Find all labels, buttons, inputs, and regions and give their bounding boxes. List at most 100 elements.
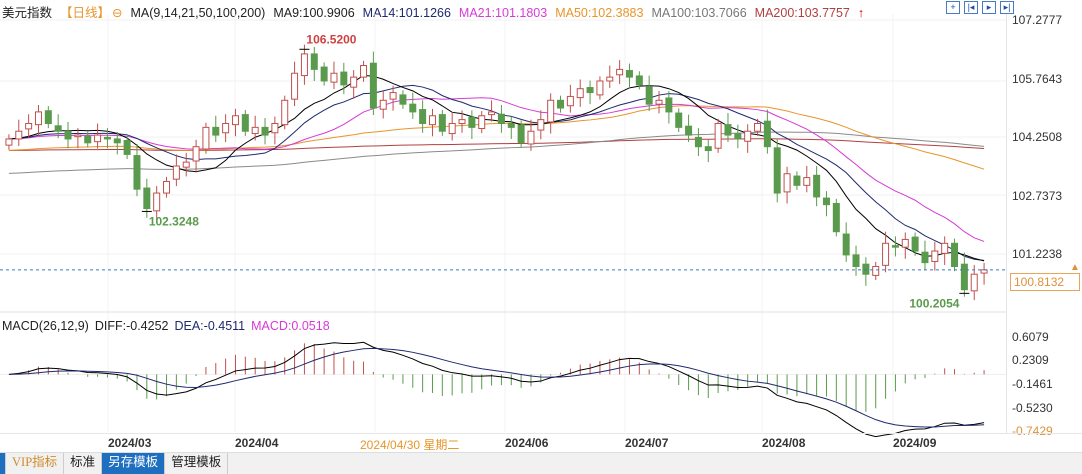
chart-header: 美元指数 【日线】 ⊖ MA(9,14,21,50,100,200) MA9:100.9… (2, 2, 872, 21)
candle (596, 80, 604, 96)
candle (182, 161, 190, 168)
candle (123, 139, 131, 155)
macd-value: MACD:0.0518 (251, 319, 330, 333)
candle (616, 68, 624, 76)
ma9-value: MA9:100.9906 (273, 6, 355, 20)
candle (901, 238, 909, 248)
macd-label[interactable]: MACD(26,12,9) (2, 319, 89, 333)
ma21-value: MA21:101.1803 (458, 6, 548, 20)
candle (468, 116, 476, 128)
chart-tools: + |◂ ▸ ▸| (946, 1, 1014, 14)
candle (665, 97, 673, 113)
macd-tick: -0.7429 (1012, 424, 1053, 438)
candle (734, 133, 742, 140)
candle (754, 122, 762, 132)
ma100-line (8, 131, 985, 174)
candle (94, 134, 102, 143)
candle (635, 75, 643, 86)
extreme-label: 102.3248 (149, 214, 199, 228)
candle (803, 177, 811, 186)
candle (409, 103, 417, 113)
candle (606, 76, 614, 82)
candle (822, 197, 830, 206)
standard-tab[interactable]: 标准 (64, 453, 103, 474)
candle (300, 53, 308, 77)
candle (783, 173, 791, 193)
candle (448, 122, 456, 135)
candle (547, 99, 555, 123)
candle (172, 165, 180, 180)
candle (192, 146, 200, 162)
current-price-label: 100.8132 (1010, 273, 1080, 291)
candle (231, 115, 239, 126)
candle (911, 236, 919, 252)
ma100-value: MA100:103.7066 (651, 6, 747, 20)
chart-canvas[interactable]: 106.5200 102.3248 100.2054 (0, 0, 1006, 452)
settings-icon[interactable]: ⊖ (112, 6, 123, 20)
candle (507, 122, 515, 128)
candle (645, 86, 653, 105)
candle (379, 99, 387, 110)
candle (310, 53, 318, 70)
candle (872, 265, 880, 276)
candle (360, 65, 368, 78)
last-page-icon[interactable]: ▸| (1000, 1, 1014, 14)
extreme-label: 106.5200 (306, 32, 356, 46)
candle (261, 126, 269, 136)
ma50-value: MA50:102.3883 (555, 6, 644, 20)
play-icon[interactable]: ▸ (982, 1, 996, 14)
up-arrow-icon: ↑ (857, 6, 865, 20)
bottom-toolbar: VIP指标 标准 另存模板 管理模板 (0, 452, 1082, 474)
macd-diff: DIFF:-0.4252 (94, 319, 169, 333)
scroll-up-icon[interactable]: ▲ (1070, 262, 1080, 273)
candle (941, 242, 949, 254)
save-template-tab[interactable]: 另存模板 (102, 453, 166, 474)
candle (891, 245, 899, 248)
candle (951, 242, 959, 267)
date-axis: 2024/03 2024/04 2024/04/30 星期二 2024/06 2… (0, 433, 1082, 452)
candle (44, 110, 52, 124)
candle (241, 114, 249, 132)
crosshair-icon[interactable]: + (946, 1, 960, 14)
candle (517, 124, 525, 144)
macd-header: MACD(26,12,9) DIFF:-0.4252 DEA:-0.4511 MACD… (2, 319, 336, 333)
candle (527, 130, 535, 145)
candle (113, 138, 121, 144)
crosshair-date: 2024/04/30 星期二 (360, 438, 460, 452)
candle (399, 94, 407, 105)
candle (153, 192, 161, 212)
candle (744, 130, 752, 142)
price-tick: 102.7373 (1012, 189, 1063, 203)
candle (34, 111, 42, 126)
date-tick: 2024/09 (893, 436, 937, 450)
candle (369, 62, 377, 109)
candle (478, 115, 486, 130)
ma200-value: MA200:103.7757 (754, 6, 850, 20)
candle (488, 111, 496, 116)
manage-template-tab[interactable]: 管理模板 (165, 453, 229, 474)
candle (576, 88, 584, 99)
vip-indicators-tab[interactable]: VIP指标 (6, 453, 65, 474)
diff-line (8, 341, 985, 438)
candle (389, 92, 397, 100)
candle (163, 180, 171, 194)
candle (763, 120, 771, 148)
first-page-icon[interactable]: |◂ (964, 1, 978, 14)
candle (64, 130, 72, 140)
candle (586, 87, 594, 94)
ma-label[interactable]: MA(9,14,21,50,100,200) (130, 6, 266, 20)
ma21-line (8, 97, 985, 242)
candle (685, 125, 693, 136)
candle (330, 72, 338, 83)
candle (340, 71, 348, 86)
toolbar-edge (0, 453, 6, 474)
candle (773, 147, 781, 194)
date-tick: 2024/07 (625, 436, 669, 450)
candle (714, 122, 722, 149)
candle (320, 66, 328, 82)
period-label[interactable]: 【日线】 (60, 6, 111, 20)
price-tick: 101.2238 (1012, 247, 1063, 261)
candle (222, 122, 230, 134)
candle (537, 119, 545, 131)
candle (428, 115, 436, 126)
